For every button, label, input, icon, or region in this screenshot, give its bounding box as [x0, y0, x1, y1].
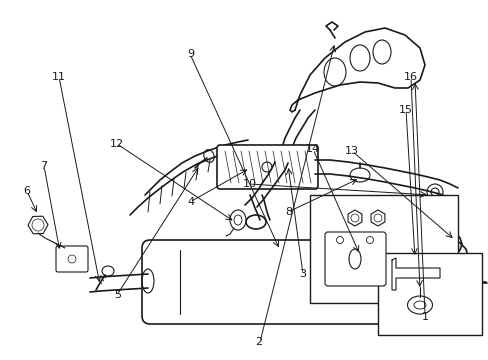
Text: 7: 7 [41, 161, 47, 171]
Text: 12: 12 [110, 139, 124, 149]
Text: 14: 14 [305, 144, 319, 154]
FancyBboxPatch shape [325, 232, 385, 286]
Text: 16: 16 [403, 72, 417, 82]
Text: 1: 1 [421, 312, 428, 322]
FancyBboxPatch shape [142, 240, 412, 324]
Text: 9: 9 [187, 49, 194, 59]
Text: 10: 10 [242, 179, 256, 189]
Text: 4: 4 [187, 197, 194, 207]
Text: 13: 13 [345, 146, 358, 156]
Text: 2: 2 [255, 337, 262, 347]
Text: 5: 5 [114, 290, 121, 300]
Text: 15: 15 [398, 105, 412, 115]
FancyBboxPatch shape [217, 145, 317, 189]
Text: 11: 11 [52, 72, 65, 82]
FancyBboxPatch shape [56, 246, 88, 272]
Text: 8: 8 [285, 207, 291, 217]
Text: 3: 3 [299, 269, 306, 279]
Bar [309, 195, 457, 303]
Bar [377, 253, 481, 335]
Text: 6: 6 [23, 186, 30, 196]
